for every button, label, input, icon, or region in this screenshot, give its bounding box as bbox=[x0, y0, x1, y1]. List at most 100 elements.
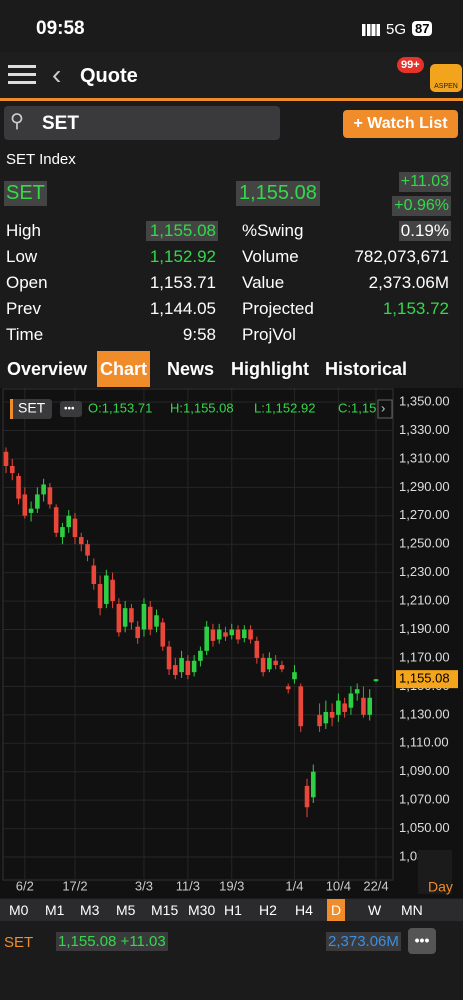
tab[interactable]: Highlight bbox=[231, 359, 309, 379]
footer-value: 2,373.06M bbox=[326, 932, 401, 951]
candle-body bbox=[141, 603, 147, 630]
timeframe[interactable]: H2 bbox=[259, 902, 277, 918]
chart-frame bbox=[2, 388, 394, 881]
legend-menu-dots: ••• bbox=[64, 404, 75, 415]
search-icon: ⚲ bbox=[10, 111, 24, 132]
candle-body bbox=[267, 657, 272, 670]
x-tick-label: 3/3 bbox=[135, 878, 153, 893]
menu-button[interactable] bbox=[8, 65, 36, 85]
timeframe[interactable]: M3 bbox=[80, 902, 100, 918]
candle-body bbox=[198, 650, 203, 661]
candle-body bbox=[28, 508, 34, 513]
candle-body bbox=[292, 672, 297, 680]
stat-label: Low bbox=[6, 247, 38, 266]
y-tick-label: 1,350.00 bbox=[399, 393, 450, 408]
stat-value: 1,153.71 bbox=[149, 273, 216, 292]
timeframe[interactable]: M0 bbox=[9, 902, 29, 918]
candle-body bbox=[91, 565, 97, 584]
stat-label: High bbox=[6, 221, 41, 240]
candle-body bbox=[254, 640, 260, 658]
back-button[interactable]: ‹ bbox=[52, 59, 62, 90]
timeframe[interactable]: M15 bbox=[151, 902, 179, 918]
y-tick-label: 1,230.00 bbox=[399, 564, 450, 579]
candle-body bbox=[279, 665, 285, 670]
candle-body bbox=[336, 700, 341, 715]
quote-symbol: SET bbox=[4, 181, 47, 206]
legend-symbol-box bbox=[10, 399, 52, 419]
candle-body bbox=[185, 660, 191, 675]
last-price-label: 1,155.08 bbox=[399, 671, 450, 686]
logo[interactable]: ASPEN bbox=[430, 64, 462, 92]
legend-value: C:1,155.08 bbox=[338, 400, 402, 415]
candle-body bbox=[16, 475, 21, 499]
y-tick-label: 1,270.00 bbox=[399, 507, 450, 522]
legend-arrow: › bbox=[381, 400, 385, 415]
stat-label: Open bbox=[6, 273, 48, 292]
timeframes: M0 M1 M3 M5 M15 M30 H1 H2 H4 D W MN bbox=[0, 899, 463, 921]
y-tick-label: 1,290.00 bbox=[399, 479, 450, 494]
x-tick-label: 19/3 bbox=[219, 878, 244, 893]
timeframe[interactable]: M30 bbox=[188, 902, 216, 918]
timeframe[interactable]: D bbox=[327, 899, 346, 921]
tab[interactable]: Historical bbox=[325, 359, 408, 379]
candle-body bbox=[285, 686, 291, 690]
candle-body bbox=[354, 689, 360, 694]
candle-body bbox=[47, 487, 53, 505]
search-box[interactable]: ⚲ SET bbox=[4, 106, 280, 140]
y-tick-label: 1,090.00 bbox=[399, 763, 450, 778]
candle-body bbox=[361, 697, 366, 715]
quote-price: 1,155.08 bbox=[236, 181, 320, 206]
period-button[interactable]: Day bbox=[428, 879, 453, 895]
tab[interactable]: News bbox=[167, 359, 215, 379]
timeframe[interactable]: H4 bbox=[295, 902, 313, 918]
header: ‹ Quote 99+ ASPEN bbox=[0, 52, 463, 101]
stat-label: Value bbox=[242, 273, 285, 292]
stat-value: 782,073,671 bbox=[354, 247, 449, 266]
quote-change: +11.03 bbox=[398, 172, 451, 192]
timeframe[interactable]: W bbox=[368, 902, 382, 918]
timeframe[interactable]: MN bbox=[401, 902, 423, 918]
candle-body bbox=[298, 686, 304, 727]
stat-label: Prev bbox=[6, 299, 41, 318]
timeframe[interactable]: M1 bbox=[45, 902, 65, 918]
footer-symbol: SET bbox=[4, 934, 34, 951]
footer-price: 1,155.08 +11.03 bbox=[56, 932, 168, 951]
stat-label: Time bbox=[6, 325, 44, 344]
candle-body bbox=[9, 465, 15, 474]
stat-value: 2,373.06M bbox=[368, 273, 449, 292]
candle-body bbox=[223, 632, 228, 637]
candle-body bbox=[235, 629, 241, 640]
stat-label: %Swing bbox=[242, 221, 304, 240]
period-button-bg bbox=[418, 850, 452, 894]
notification-badge[interactable]: 99+ bbox=[397, 57, 424, 73]
x-tick-label: 1/4 bbox=[285, 878, 303, 893]
candle-body bbox=[210, 629, 216, 641]
candle-body bbox=[22, 494, 28, 516]
quote-name: SET Index bbox=[6, 151, 76, 168]
tab[interactable]: Chart bbox=[97, 351, 151, 387]
timeframe[interactable]: M5 bbox=[116, 902, 136, 918]
network: 5G bbox=[386, 21, 407, 38]
y-tick-label: 1,210.00 bbox=[399, 593, 450, 608]
y-tick-label: 1,310.00 bbox=[399, 450, 450, 465]
timeframe[interactable]: H1 bbox=[224, 902, 242, 918]
battery: 87 bbox=[412, 21, 433, 36]
legend-arrow-box bbox=[377, 399, 393, 419]
tab[interactable]: Overview bbox=[7, 359, 88, 379]
quote-percent: +0.96% bbox=[392, 196, 451, 216]
x-tick-label: 6/2 bbox=[16, 878, 34, 893]
candle-body bbox=[367, 697, 373, 715]
candle-body bbox=[85, 544, 90, 556]
y-tick-label: 1,130.00 bbox=[399, 706, 450, 721]
candle-body bbox=[242, 629, 247, 639]
candle-body bbox=[97, 584, 103, 609]
y-tick-label: 1,050.00 bbox=[399, 820, 450, 835]
y-tick-label: 1,190.00 bbox=[399, 621, 450, 636]
candle-body bbox=[129, 608, 134, 623]
legend-value: H:1,155.08 bbox=[170, 400, 234, 415]
candle-body bbox=[72, 518, 78, 538]
last-price-box bbox=[396, 670, 458, 689]
legend-menu[interactable] bbox=[60, 401, 82, 417]
more-button[interactable]: ••• bbox=[408, 928, 436, 954]
watch-list-button[interactable]: + Watch List bbox=[343, 110, 458, 138]
